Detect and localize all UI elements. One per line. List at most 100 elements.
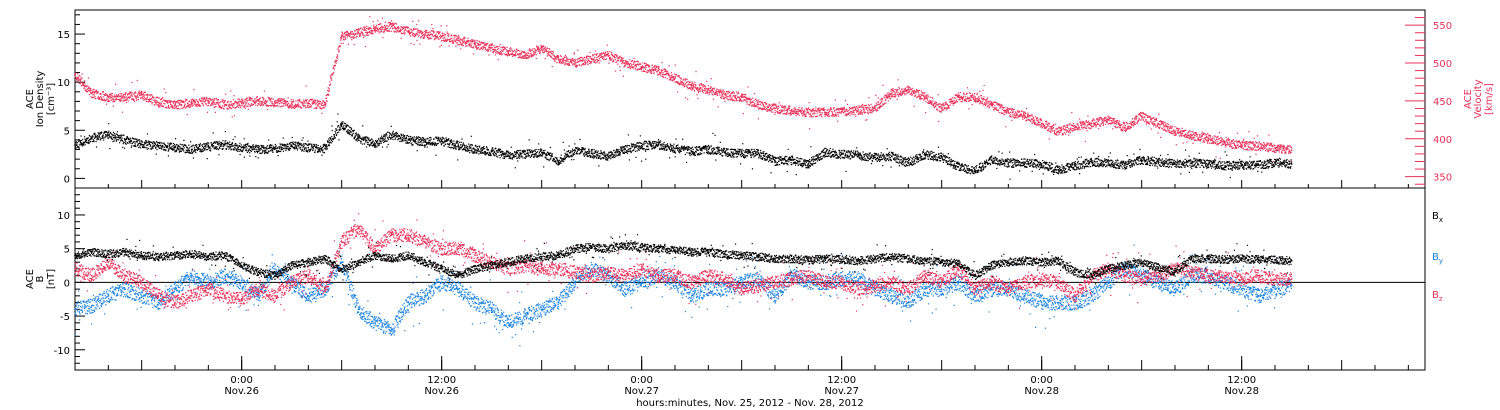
density-sample (181, 144, 182, 145)
density-sample (397, 133, 398, 134)
density-sample (351, 129, 352, 130)
density-sample (530, 151, 531, 152)
density-sample (95, 134, 96, 135)
density-sample (368, 138, 369, 139)
density-sample (534, 150, 535, 151)
density-sample (190, 152, 191, 153)
density-sample (261, 147, 262, 148)
density-sample (238, 147, 239, 148)
density-sample (435, 155, 436, 156)
density-sample (302, 144, 303, 145)
density-sample (322, 151, 323, 152)
density-sample (147, 133, 148, 134)
density-sample (127, 143, 128, 144)
density-sample (121, 135, 122, 136)
density-sample (129, 139, 130, 140)
density-sample (104, 133, 105, 134)
density-sample (238, 149, 239, 150)
density-sample (337, 121, 338, 122)
density-sample (318, 145, 319, 146)
density-sample (175, 138, 176, 139)
density-sample (203, 147, 204, 148)
density-sample (343, 125, 344, 126)
density-sample (497, 152, 498, 153)
density-sample (282, 149, 283, 150)
density-sample (448, 146, 449, 147)
density-sample (419, 137, 420, 138)
density-sample (97, 137, 98, 138)
density-sample (328, 144, 329, 145)
density-sample (368, 142, 369, 143)
density-sample (146, 140, 147, 141)
density-sample (280, 143, 281, 144)
density-sample (385, 134, 386, 135)
density-sample (243, 149, 244, 150)
density-sample (282, 144, 283, 145)
density-sample (239, 146, 240, 147)
top-panel: 051015 350400450500550 ACE Ion Density [… (25, 10, 1495, 188)
density-sample (208, 145, 209, 146)
density-sample (181, 151, 182, 152)
density-sample (527, 150, 528, 151)
density-sample (461, 142, 462, 143)
density-sample (464, 144, 465, 145)
density-sample (255, 145, 256, 146)
density-sample (414, 141, 415, 142)
density-sample (520, 152, 521, 153)
density-sample (345, 128, 346, 129)
top-left-tick-label: 10 (57, 78, 70, 89)
density-sample (280, 144, 281, 145)
density-sample (490, 155, 491, 156)
density-sample (384, 136, 385, 137)
density-sample (314, 144, 315, 145)
density-sample (207, 158, 208, 159)
density-sample (382, 137, 383, 138)
density-sample (525, 158, 526, 159)
density-sample (219, 143, 220, 144)
density-sample (404, 135, 405, 136)
density-sample (100, 134, 101, 135)
density-sample (113, 132, 114, 133)
density-sample (448, 138, 449, 139)
density-sample (101, 132, 102, 133)
density-sample (469, 146, 470, 147)
density-sample (302, 150, 303, 151)
density-sample (112, 141, 113, 142)
density-sample (169, 145, 170, 146)
density-sample (419, 142, 420, 143)
density-sample (188, 150, 189, 151)
density-sample (118, 139, 119, 140)
density-sample (386, 133, 387, 134)
density-sample (174, 149, 175, 150)
density-sample (390, 139, 391, 140)
density-sample (318, 147, 319, 148)
density-sample (387, 140, 388, 141)
density-sample (294, 147, 295, 148)
density-sample (254, 148, 255, 149)
density-sample (239, 143, 240, 144)
density-sample (137, 141, 138, 142)
density-sample (403, 140, 404, 141)
density-sample (277, 147, 278, 148)
density-sample (374, 142, 375, 143)
density-sample (234, 149, 235, 150)
density-sample (459, 142, 460, 143)
density-sample (305, 143, 306, 144)
density-sample (301, 140, 302, 141)
density-sample (160, 142, 161, 143)
density-sample (280, 151, 281, 152)
density-sample (147, 144, 148, 145)
density-sample (310, 143, 311, 144)
density-sample (456, 146, 457, 147)
density-sample (471, 150, 472, 151)
density-sample (223, 148, 224, 149)
density-sample (440, 138, 441, 139)
density-sample (425, 140, 426, 141)
density-sample (297, 143, 298, 144)
density-sample (387, 137, 388, 138)
density-sample (409, 139, 410, 140)
density-sample (386, 134, 387, 135)
density-sample (484, 148, 485, 149)
density-sample (306, 148, 307, 149)
density-sample (414, 136, 415, 137)
